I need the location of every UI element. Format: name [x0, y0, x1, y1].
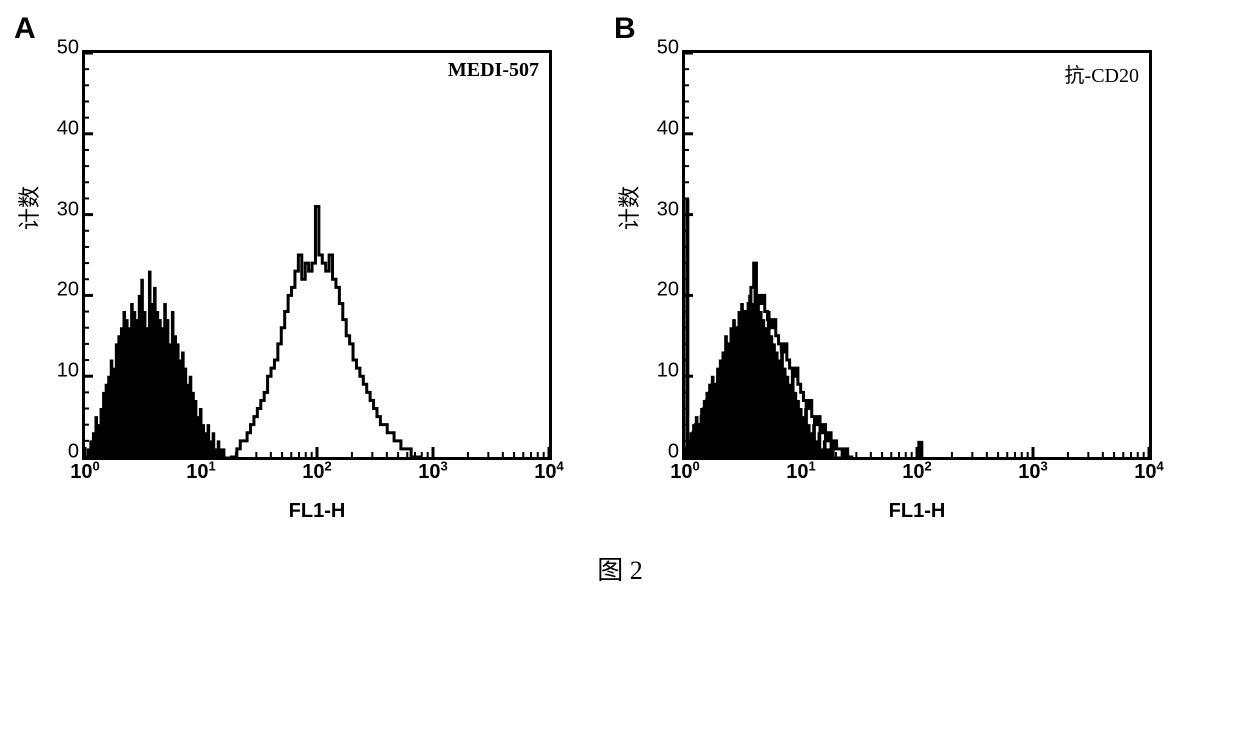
xtick-label: 101 — [186, 461, 215, 484]
xtick-label: 104 — [534, 461, 563, 484]
panel-b-letter: B — [614, 12, 636, 46]
ytick-label: 40 — [43, 117, 79, 140]
panel-a-letter: A — [14, 12, 36, 46]
ytick-label: 10 — [643, 360, 679, 383]
ytick-label: 20 — [43, 279, 79, 302]
panel-a-ylabel: 计数 — [12, 186, 44, 230]
ytick-label: 20 — [643, 279, 679, 302]
ytick-label: 50 — [643, 37, 679, 60]
xtick-label: 100 — [70, 461, 99, 484]
panel-a-yticks: 01020304050 — [43, 45, 79, 465]
xtick-label: 100 — [670, 461, 699, 484]
xtick-label: 103 — [1018, 461, 1047, 484]
ytick-label: 40 — [643, 117, 679, 140]
panel-a-xlabel: FL1-H — [289, 500, 346, 523]
ytick-label: 30 — [43, 198, 79, 221]
panel-b-xlabel: FL1-H — [889, 500, 946, 523]
panel-a-plot: MEDI-507 01020304050 100101102103104 FL1… — [82, 50, 552, 460]
xtick-label: 103 — [418, 461, 447, 484]
xtick-label: 101 — [786, 461, 815, 484]
panel-b-plot: 抗-CD20 01020304050 100101102103104 FL1-H — [682, 50, 1152, 460]
xtick-label: 102 — [302, 461, 331, 484]
xtick-label: 104 — [1134, 461, 1163, 484]
panel-b: B 计数 抗-CD20 01020304050 100101102103104 … — [620, 20, 1180, 460]
xtick-label: 102 — [902, 461, 931, 484]
panel-a: A 计数 MEDI-507 01020304050 10010110210310… — [20, 20, 580, 460]
figure-caption: 图 2 — [20, 550, 1220, 587]
panel-b-yticks: 01020304050 — [643, 45, 679, 465]
ytick-label: 30 — [643, 198, 679, 221]
ytick-label: 50 — [43, 37, 79, 60]
panel-a-svg — [85, 53, 549, 457]
panel-b-xticks: 100101102103104 — [685, 461, 1149, 491]
panel-b-ylabel: 计数 — [612, 186, 644, 230]
panel-a-xticks: 100101102103104 — [85, 461, 549, 491]
panel-b-svg — [685, 53, 1149, 457]
ytick-label: 10 — [43, 360, 79, 383]
